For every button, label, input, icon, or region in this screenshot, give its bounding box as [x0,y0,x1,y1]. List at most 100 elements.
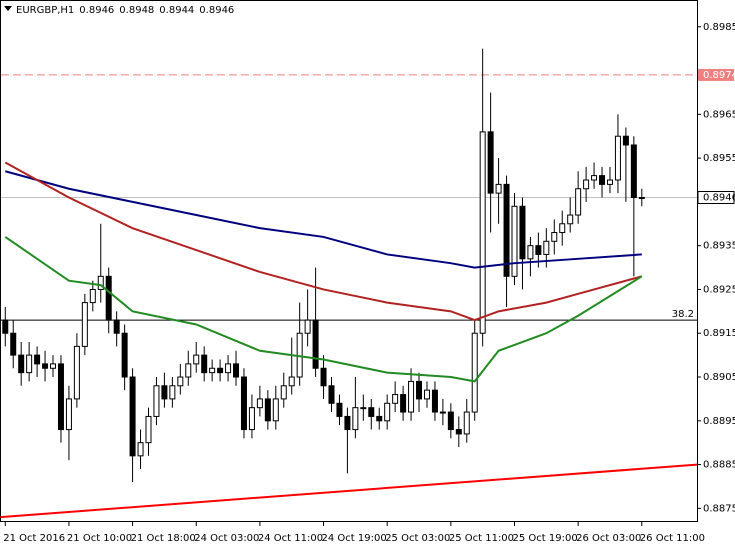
candle-body [503,183,510,277]
candle-body [73,345,80,400]
candle-body [121,332,128,378]
alert-box [698,68,734,81]
candle-body [471,332,478,413]
x-tick-label: 26 Oct 03:00 [576,533,641,544]
candle-body [97,275,104,290]
candle-body [240,376,247,431]
candle-body [535,245,542,255]
candle-body [376,415,383,422]
candle-body [408,380,415,413]
header-close: 0.8946 [199,5,234,16]
x-tick-label: 25 Oct 03:00 [385,533,450,544]
candle-body [614,135,621,181]
candle-body [320,367,327,387]
candle-body [599,175,606,185]
x-tick-label: 24 Oct 03:00 [194,533,259,544]
candle-body [559,223,566,234]
candle-body [248,407,255,431]
candle-body [50,363,57,369]
header-high: 0.8948 [119,5,154,16]
candle-body [201,354,208,374]
candle-body [431,389,438,413]
candle-body [487,131,494,194]
candle-body [392,394,399,404]
candle-body [463,411,470,435]
candle-body [384,402,391,422]
moving-average [4,236,643,383]
x-tick-label: 21 Oct 2016 [3,533,65,544]
candle-body [57,363,64,431]
candle-body [591,175,598,181]
candle-body [2,319,9,334]
candle-body [185,363,192,378]
candle-body [312,319,319,369]
candle-body [439,411,446,414]
header-open: 0.8946 [79,5,114,16]
candle-body [209,367,216,374]
candle-body [89,288,96,304]
candle-body [575,188,582,216]
candle-body [622,135,629,146]
alert-label: 0.8974 [703,70,735,81]
symbol: EURGBP,H1 [16,5,74,16]
candle-body [177,376,184,387]
candle-body [638,197,645,200]
candle-body [447,411,454,431]
candle-body [129,376,136,457]
moving-average [5,170,642,269]
candle-body [145,415,152,444]
candle-body [105,275,112,321]
candle-body [511,205,518,277]
candle-body [416,380,423,400]
candle-body [34,354,41,365]
candle-body [304,319,311,334]
candle-body [42,363,49,369]
candle-body [527,245,534,260]
candle-body [26,354,33,374]
candle-body [10,332,17,356]
candle-body [280,385,287,400]
candle-body [543,240,550,255]
menu-triangle[interactable] [4,6,12,11]
candle-body [81,302,88,347]
candle-body [606,179,613,185]
y-tick-label: 0.8955 [703,153,735,164]
y-tick-label: 0.8885 [703,460,735,471]
candle-body [113,319,120,334]
candle-body [455,429,462,435]
candle-body [137,442,144,457]
candle-body [400,394,407,413]
candle-body [217,367,224,374]
y-tick-label: 0.8915 [703,328,735,339]
candle-body [368,407,375,417]
candle-body [423,389,430,400]
x-tick-label: 24 Oct 19:00 [322,533,387,544]
y-tick-label: 0.8895 [703,416,735,427]
y-tick-label: 0.8905 [703,372,735,383]
candle-body [256,398,263,409]
x-tick-label: 26 Oct 11:00 [640,533,705,544]
candle-body [264,398,271,422]
y-tick-label: 0.8925 [703,284,735,295]
candle-body [495,183,502,194]
y-tick-label: 0.8875 [703,503,735,514]
fib-label: 38.2 [672,309,694,320]
candle-body [344,415,351,431]
moving-average [4,161,643,322]
candle-body [328,385,335,404]
candle-body [193,354,200,365]
price-label: 0.8946 [703,193,735,204]
candle-body [583,179,590,190]
candle-body [336,402,343,417]
candle-body [233,363,240,378]
plot-frame [0,0,698,522]
candle-body [352,407,359,431]
candle-body [360,407,367,410]
candle-body [479,131,486,334]
candle-body [551,232,558,242]
candle-body [630,144,637,199]
y-tick-label: 0.8935 [703,241,735,252]
y-tick-label: 0.8965 [703,109,735,120]
candle-body [225,363,232,374]
